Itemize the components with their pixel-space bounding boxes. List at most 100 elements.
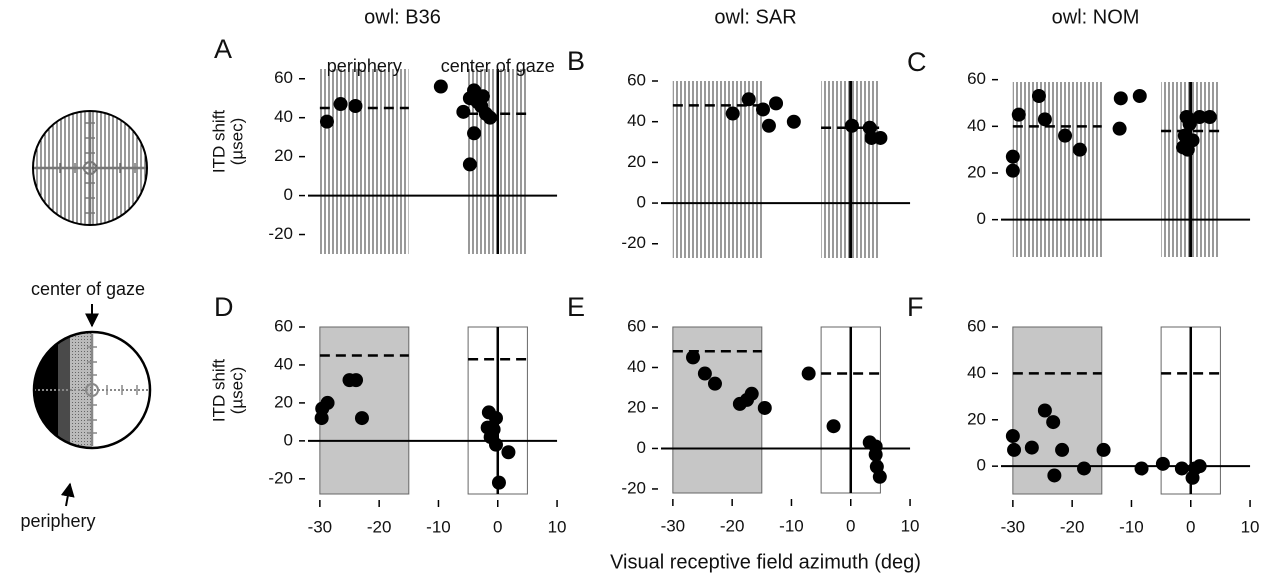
panel-letter: F: [907, 292, 924, 322]
y-tick-label: -20: [268, 468, 293, 487]
data-point: [1005, 163, 1020, 178]
panel-title: owl: B36: [364, 6, 441, 28]
data-point: [1192, 459, 1207, 474]
x-tick-label: -20: [367, 517, 392, 536]
y-tick-label: 60: [274, 68, 293, 87]
data-point: [1134, 461, 1149, 476]
x-tick-label: -30: [1001, 517, 1026, 536]
data-point: [1031, 89, 1046, 103]
annotation: periphery: [327, 56, 402, 76]
data-point: [488, 437, 503, 452]
data-point: [1047, 468, 1062, 483]
y-tick-label: -20: [621, 233, 646, 252]
data-point: [868, 439, 883, 454]
region: [672, 81, 762, 258]
x-tick-label: -30: [308, 517, 333, 536]
y-axis-label: ITD shift: [209, 359, 228, 423]
y-tick-label: 40: [627, 111, 646, 130]
data-point: [873, 130, 888, 145]
region: [319, 69, 409, 254]
panel-title: owl: NOM: [1052, 6, 1140, 28]
y-tick-label: 40: [627, 357, 646, 376]
x-tick-label: -20: [720, 516, 745, 535]
data-point: [501, 445, 516, 460]
x-axis-label: Visual receptive field azimuth (deg): [610, 551, 921, 573]
data-point: [844, 118, 859, 133]
y-tick-label: 60: [627, 316, 646, 335]
data-point: [757, 400, 772, 415]
panel-letter: E: [567, 292, 585, 322]
data-point: [483, 110, 498, 125]
data-point: [333, 97, 348, 112]
data-point: [1174, 461, 1189, 476]
data-point: [741, 92, 756, 107]
data-point: [491, 475, 506, 490]
data-point: [1180, 142, 1195, 157]
y-tick-label: 40: [967, 116, 986, 135]
data-point: [801, 366, 816, 381]
y-tick-label: 60: [967, 316, 986, 335]
data-point: [686, 350, 701, 365]
data-point: [320, 395, 335, 410]
x-tick-label: -30: [661, 516, 686, 535]
y-tick-label: 40: [967, 363, 986, 382]
data-point: [1058, 128, 1073, 143]
y-tick-label: 20: [274, 146, 293, 165]
panel-letter: D: [214, 292, 234, 322]
data-point: [872, 469, 887, 484]
y-tick-label: 60: [627, 70, 646, 89]
data-point: [725, 106, 740, 121]
y-tick-label: 0: [977, 209, 986, 228]
data-point: [761, 118, 776, 133]
data-point: [354, 411, 369, 426]
y-tick-label: 40: [274, 107, 293, 126]
data-point: [456, 104, 471, 119]
data-point: [1072, 142, 1087, 157]
y-tick-label: 60: [274, 316, 293, 335]
data-point: [826, 419, 841, 434]
data-point: [348, 99, 363, 113]
data-point: [1037, 403, 1052, 418]
data-point: [1005, 149, 1020, 164]
grating-stimulus: [32, 110, 148, 226]
data-point: [755, 102, 770, 117]
arrow: [60, 482, 75, 507]
periphery-stimulus: [32, 330, 152, 450]
data-point: [1007, 442, 1022, 457]
x-tick-label: 10: [901, 516, 920, 535]
data-point: [349, 373, 364, 388]
center-of-gaze-label: center of gaze: [31, 279, 145, 299]
x-tick-label: 0: [1186, 517, 1195, 536]
data-point: [786, 114, 801, 129]
x-tick-label: -10: [1119, 517, 1144, 536]
y-tick-label: 20: [967, 409, 986, 428]
y-tick-label: 0: [977, 456, 986, 475]
y-tick-label: 20: [627, 152, 646, 171]
x-tick-label: -10: [779, 516, 804, 535]
data-point: [707, 376, 722, 391]
data-point: [1202, 110, 1217, 124]
y-tick-label: 20: [274, 392, 293, 411]
y-tick-label: -20: [621, 478, 646, 497]
data-point: [486, 422, 501, 437]
data-point: [1046, 415, 1061, 430]
data-point: [769, 96, 784, 111]
y-tick-label: 0: [637, 193, 646, 212]
x-tick-label: -20: [1060, 517, 1085, 536]
x-tick-label: 0: [493, 517, 502, 536]
data-point: [1192, 110, 1207, 124]
data-point: [1112, 121, 1127, 136]
panel-letter: B: [567, 46, 585, 76]
periphery-label: periphery: [20, 511, 95, 531]
data-point: [1113, 91, 1128, 106]
data-point: [1132, 89, 1147, 103]
region: [319, 326, 410, 495]
data-point: [1055, 442, 1070, 457]
panel-title: owl: SAR: [714, 6, 796, 28]
data-point: [1096, 442, 1111, 457]
x-tick-label: 10: [1241, 517, 1260, 536]
y-tick-label: 40: [274, 354, 293, 373]
data-point: [697, 366, 712, 381]
data-point: [1005, 429, 1020, 444]
